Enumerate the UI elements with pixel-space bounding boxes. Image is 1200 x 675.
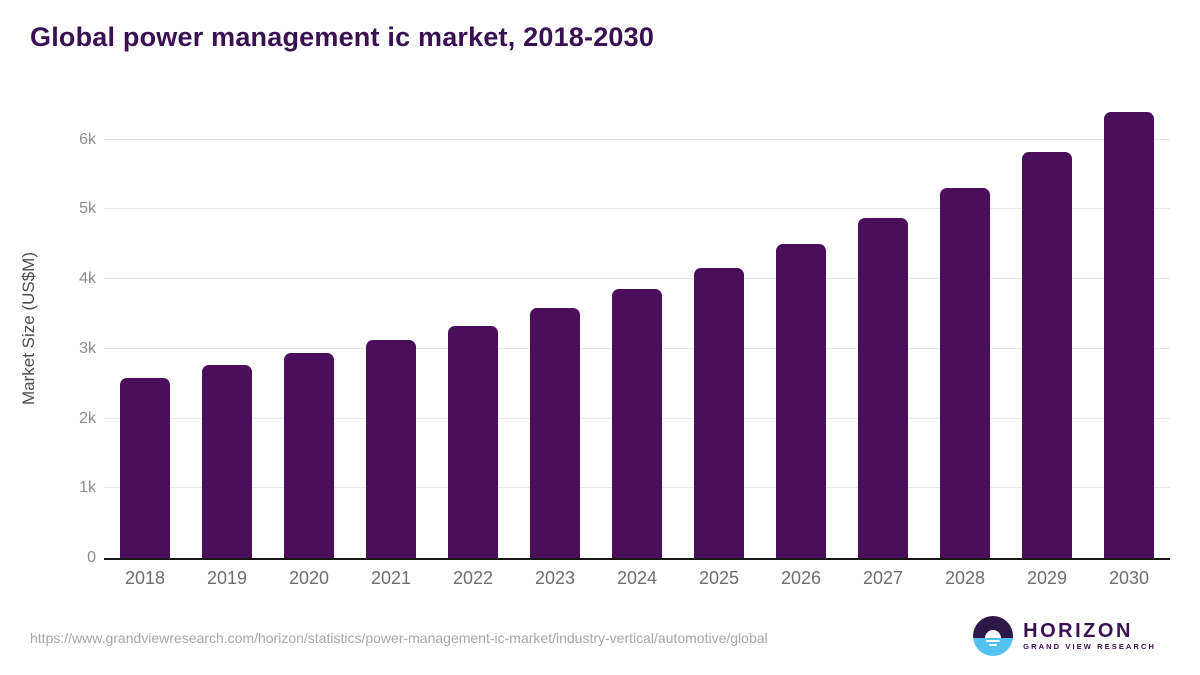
chart-title: Global power management ic market, 2018-…	[30, 22, 655, 52]
bar-series	[104, 100, 1170, 558]
gridline-4k	[104, 278, 1170, 280]
y-tick-label: 1k	[79, 479, 96, 497]
bar-2026[interactable]	[776, 243, 826, 558]
bar-slot-2027	[842, 100, 924, 558]
x-tick-label-2019: 2019	[206, 568, 248, 588]
y-tick-label: 3k	[79, 339, 96, 357]
y-tick-label: 5k	[79, 200, 96, 218]
bar-slot-2026	[760, 100, 842, 558]
gridline-6k	[104, 138, 1170, 140]
y-tick-label: 2k	[79, 409, 96, 427]
x-tick-label-2018: 2018	[124, 568, 166, 588]
x-tick-label-2029: 2029	[1026, 568, 1068, 588]
x-axis-ticks: 2018 2019 2020 2021 2022 2023 2024 2025 2026 2027…	[104, 568, 1170, 589]
y-axis-title-text: Market Size (US$M)	[19, 252, 38, 406]
wave-line-icon	[989, 644, 998, 646]
bar-2020[interactable]	[284, 352, 334, 558]
bar-slot-2021	[350, 100, 432, 558]
bar-2022[interactable]	[448, 325, 498, 558]
bar-2018[interactable]	[120, 377, 170, 558]
bar-2025[interactable]	[694, 268, 744, 558]
sunset-over-water-icon	[973, 616, 1014, 656]
logo-wordmark: HORIZON	[1023, 620, 1133, 642]
x-tick-label-2025: 2025	[698, 568, 740, 588]
bar-slot-2029	[1006, 100, 1088, 558]
bar-slot-2024	[596, 100, 678, 558]
wave-line-icon	[986, 640, 1001, 642]
gridline-5k	[104, 208, 1170, 210]
bar-slot-2025	[678, 100, 760, 558]
bar-2023[interactable]	[530, 308, 580, 558]
source-url: https://www.grandviewresearch.com/horizo…	[30, 630, 768, 646]
bar-slot-2018	[104, 100, 186, 558]
x-tick-label-2020: 2020	[288, 568, 330, 588]
bar-slot-2023	[514, 100, 596, 558]
x-tick-label-2024: 2024	[616, 568, 658, 588]
x-tick-label-2028: 2028	[944, 568, 986, 588]
bar-2024[interactable]	[612, 289, 662, 558]
horizon-logo: HORIZON GRAND VIEW RESEARCH	[973, 616, 1156, 656]
x-tick-label-2030: 2030	[1108, 568, 1150, 588]
bar-2030[interactable]	[1104, 111, 1154, 558]
y-tick-label: 6k	[79, 130, 96, 148]
bar-2028[interactable]	[940, 187, 990, 558]
bar-2019[interactable]	[202, 364, 252, 558]
bar-slot-2019	[186, 100, 268, 558]
y-tick-label: 4k	[79, 270, 96, 288]
y-axis-ticks: 0 1k 2k 3k 4k 5k 6k	[40, 100, 96, 566]
bar-2021[interactable]	[366, 339, 416, 558]
bar-slot-2022	[432, 100, 514, 558]
x-tick-label-2021: 2021	[370, 568, 412, 588]
logo-text: HORIZON GRAND VIEW RESEARCH	[1023, 620, 1156, 652]
bar-slot-2020	[268, 100, 350, 558]
x-tick-label-2022: 2022	[452, 568, 494, 588]
logo-subtitle: GRAND VIEW RESEARCH	[1023, 642, 1156, 651]
bar-2029[interactable]	[1022, 151, 1072, 558]
plot-area	[104, 100, 1170, 560]
x-tick-label-2027: 2027	[862, 568, 904, 588]
bar-slot-2030	[1088, 100, 1170, 558]
x-tick-label-2023: 2023	[534, 568, 576, 588]
sun-icon	[985, 630, 1002, 638]
bar-2027[interactable]	[858, 218, 908, 558]
y-tick-label: 0	[87, 549, 96, 566]
x-tick-label-2026: 2026	[780, 568, 822, 588]
bar-slot-2028	[924, 100, 1006, 558]
